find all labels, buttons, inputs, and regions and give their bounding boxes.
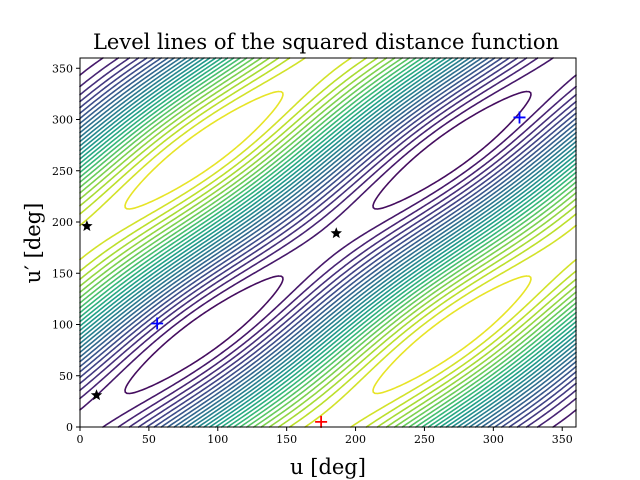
saddle-star-marker: [330, 227, 342, 239]
y-axis-ticks: 0 50 100 150 200 250 300 350: [52, 62, 80, 434]
contour-level-line: [79, 57, 577, 428]
contour-level-line: [79, 57, 577, 428]
contour-level-line: [124, 90, 532, 395]
y-tick-label: 200: [52, 216, 73, 229]
contour-level-line: [79, 57, 577, 428]
contour-level-line: [79, 57, 577, 428]
contour-level-line: [79, 57, 577, 428]
y-tick-label: 100: [52, 319, 73, 332]
contour-level-line: [79, 57, 577, 428]
maximum-plus-marker: [315, 415, 328, 428]
x-axis-ticks: 0 50 100 150 200 250 300 350: [77, 427, 573, 446]
x-tick-label: 200: [345, 433, 366, 446]
x-tick-label: 150: [276, 433, 297, 446]
contour-level-line: [124, 90, 532, 395]
contour-level-line: [79, 57, 577, 428]
y-tick-label: 250: [52, 165, 73, 178]
x-tick-label: 300: [483, 433, 504, 446]
contour-level-line: [79, 57, 577, 428]
x-tick-label: 350: [552, 433, 573, 446]
y-tick-label: 0: [66, 421, 73, 434]
minimum-plus-marker: [151, 317, 164, 330]
y-tick-label: 50: [59, 370, 73, 383]
chart-title: Level lines of the squared distance func…: [93, 30, 559, 54]
contour-level-line: [79, 57, 577, 428]
x-tick-label: 250: [414, 433, 435, 446]
y-axis-label: u′ [deg]: [21, 203, 45, 284]
x-tick-label: 100: [207, 433, 228, 446]
contour-level-line: [79, 57, 577, 428]
y-tick-label: 300: [52, 114, 73, 127]
saddle-star-marker: [90, 389, 103, 401]
minimum-plus-marker: [513, 111, 526, 124]
y-tick-label: 350: [52, 62, 73, 75]
x-tick-label: 50: [142, 433, 156, 446]
critical-point-markers: [81, 111, 526, 428]
contour-level-line: [79, 57, 577, 428]
plot-frame: [79, 57, 577, 428]
saddle-star-marker: [81, 220, 93, 231]
contour-level-line: [79, 57, 577, 428]
contour-level-line: [79, 57, 577, 428]
x-tick-label: 0: [77, 433, 84, 446]
x-axis-label: u [deg]: [290, 455, 366, 479]
contour-lines: [79, 57, 577, 428]
y-tick-label: 150: [52, 267, 73, 280]
